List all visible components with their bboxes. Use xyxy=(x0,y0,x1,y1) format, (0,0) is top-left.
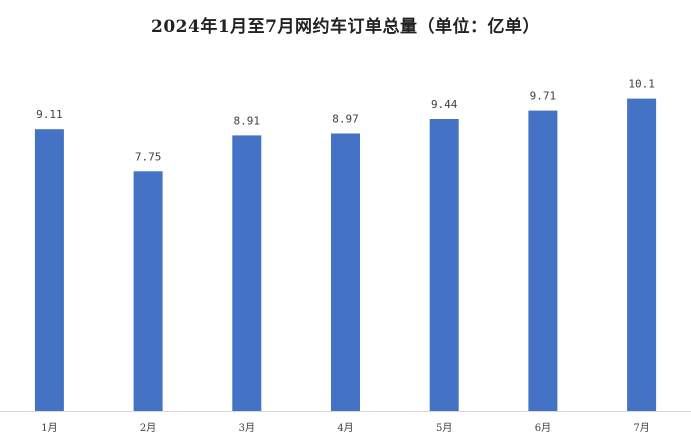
data-label-5: 9.44 xyxy=(431,98,458,111)
bar-5 xyxy=(429,119,459,411)
data-label-3: 8.91 xyxy=(234,114,261,127)
data-label-7: 10.1 xyxy=(628,78,655,91)
bars-layer xyxy=(34,98,657,411)
x-tick-label-4: 4月 xyxy=(337,422,353,434)
x-tick-label-3: 3月 xyxy=(239,422,255,434)
data-label-1: 9.11 xyxy=(36,108,63,121)
x-tick-label-6: 6月 xyxy=(535,422,551,434)
data-label-4: 8.97 xyxy=(332,113,359,126)
bar-6 xyxy=(528,110,558,411)
x-tick-label-7: 7月 xyxy=(633,422,649,434)
x-tick-label-5: 5月 xyxy=(436,422,452,434)
chart-title: 2024年1月至7月网约车订单总量（单位：亿单） xyxy=(151,17,540,37)
bar-7 xyxy=(627,98,657,411)
data-label-2: 7.75 xyxy=(135,150,162,163)
x-tick-label-1: 1月 xyxy=(41,422,57,434)
data-labels-layer: 9.11 7.75 8.91 8.97 9.44 9.71 10.1 xyxy=(36,78,655,164)
bar-4 xyxy=(331,133,360,411)
bar-3 xyxy=(232,135,262,411)
data-label-6: 9.71 xyxy=(530,90,557,103)
bar-2 xyxy=(133,171,163,411)
x-tick-label-2: 2月 xyxy=(140,422,156,434)
bar-1 xyxy=(34,129,64,411)
x-tick-labels-layer: 1月 2月 3月 4月 5月 6月 7月 xyxy=(41,422,650,434)
